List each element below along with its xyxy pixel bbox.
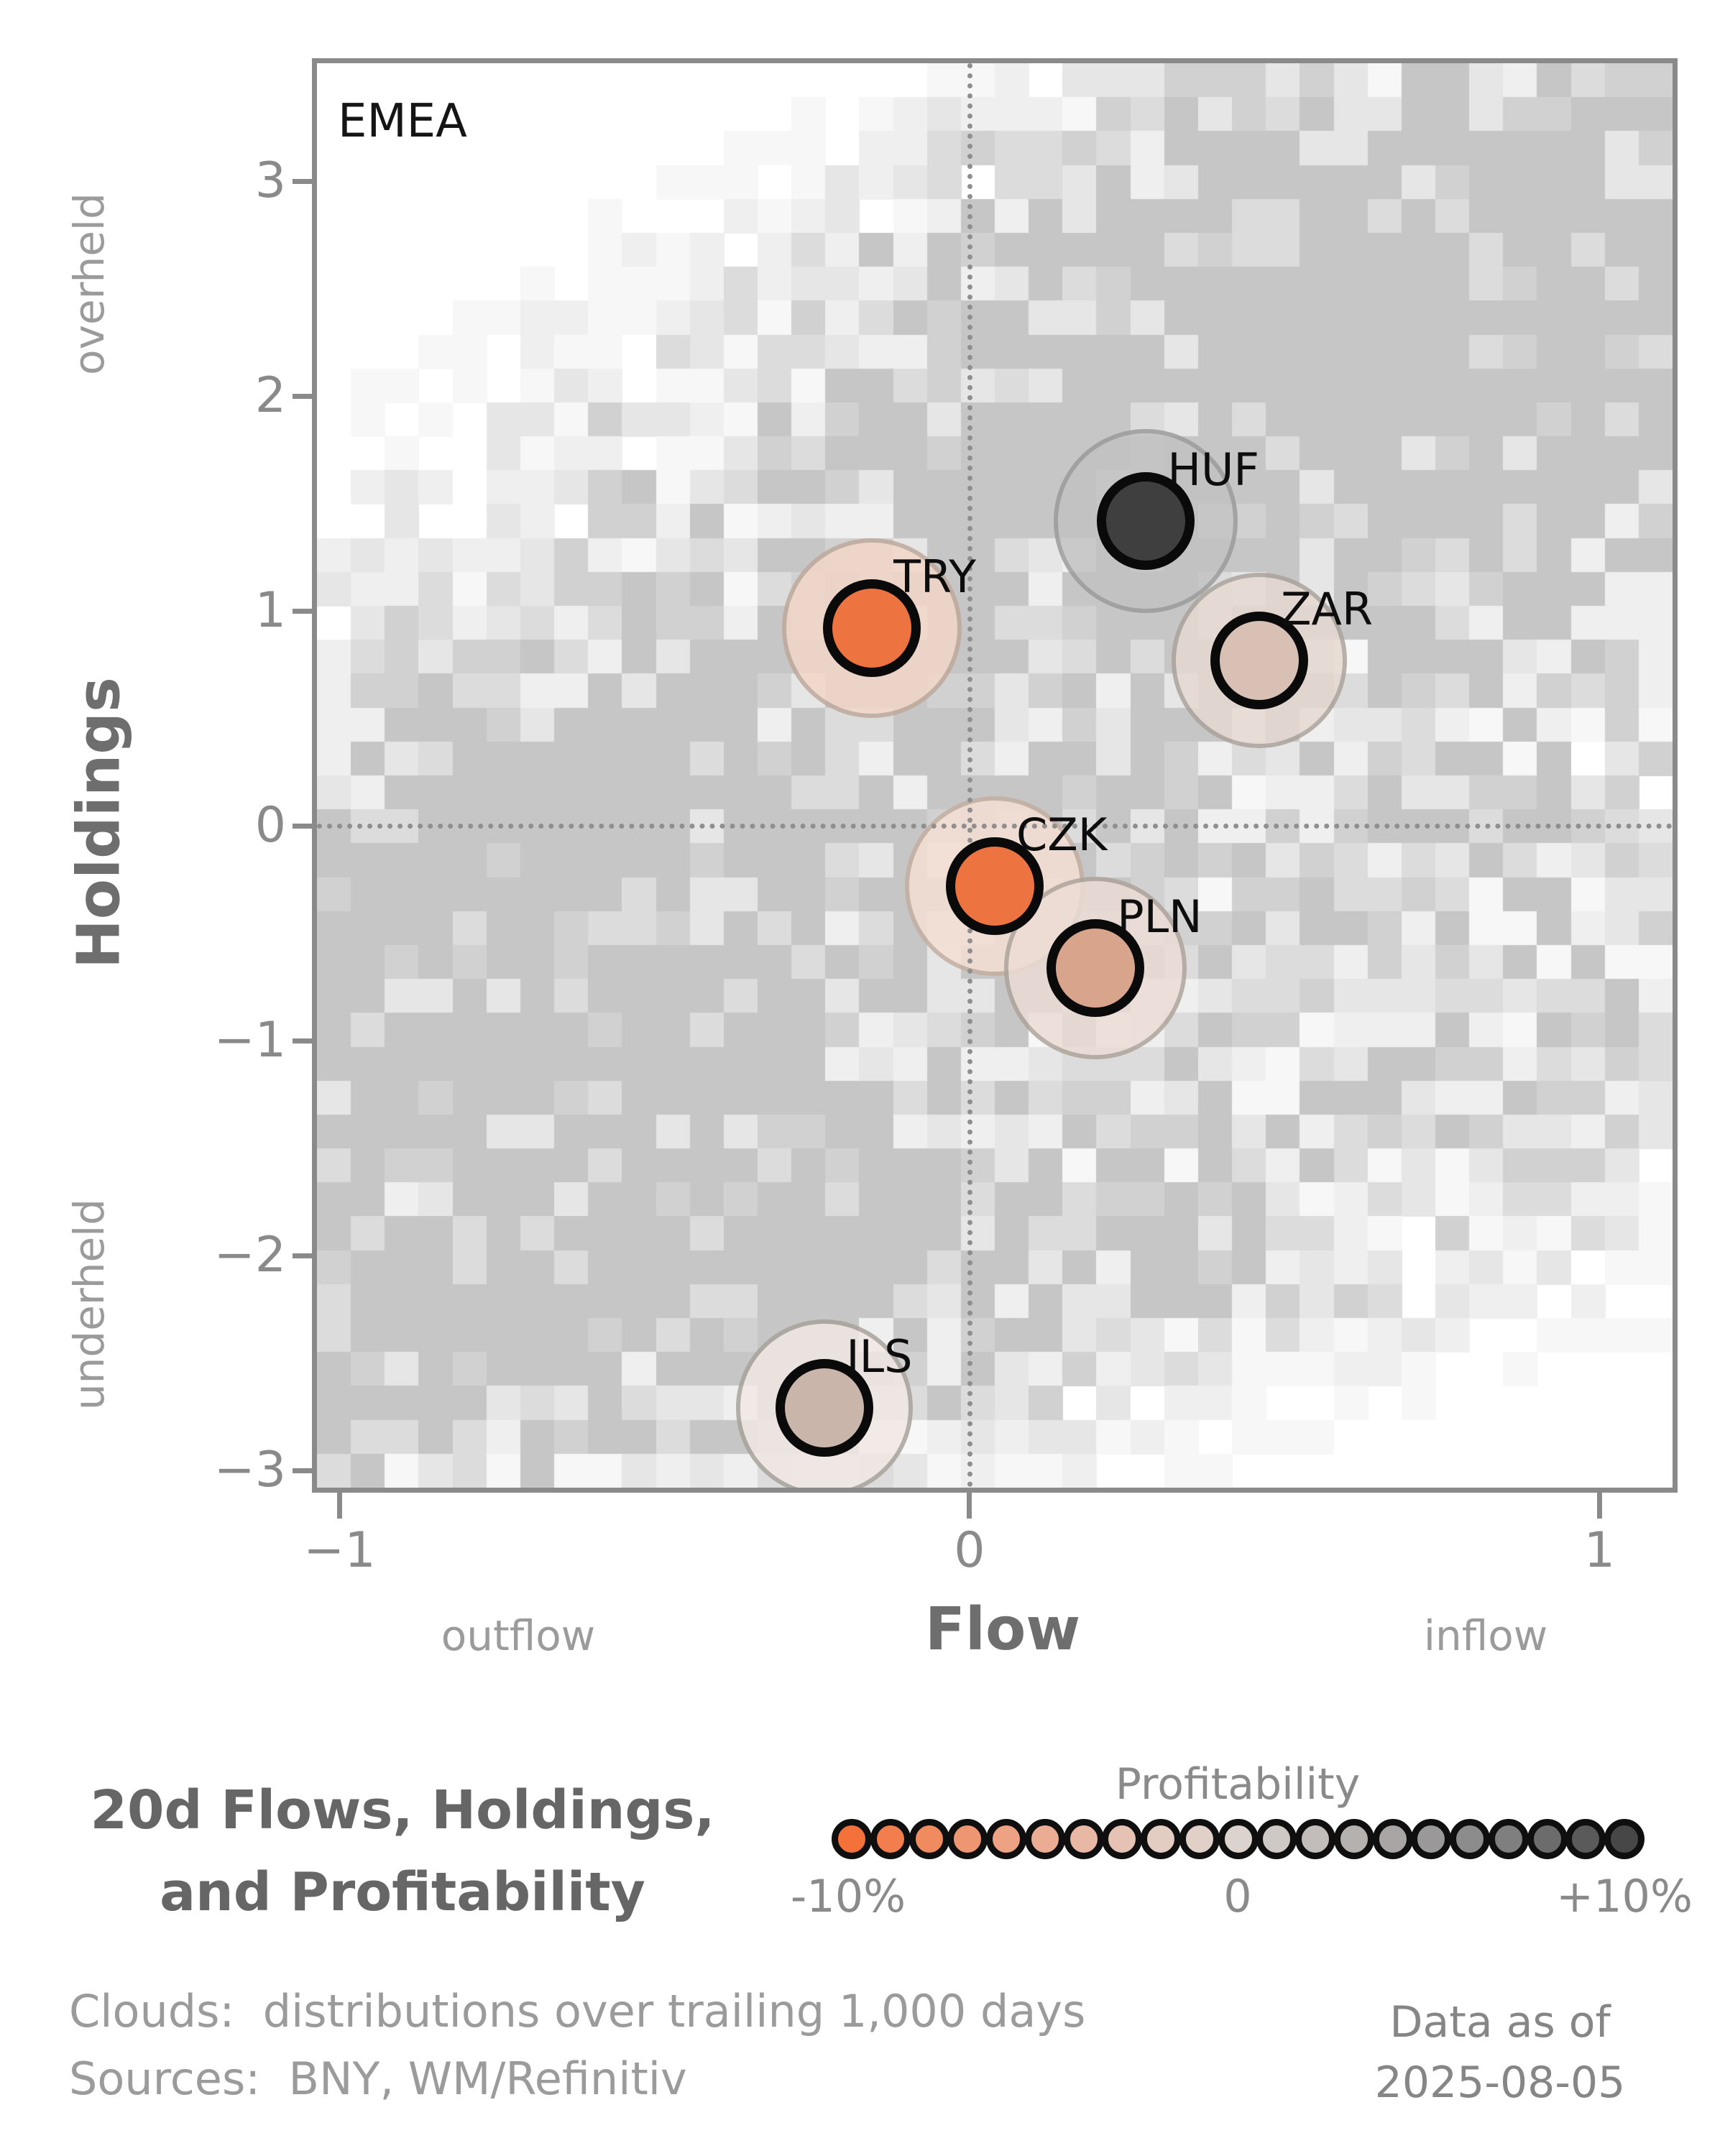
legend-dot-18 <box>1527 1819 1568 1859</box>
y-tick-−1 <box>293 1038 317 1044</box>
y-tick-2 <box>293 393 317 399</box>
y-tick-0 <box>293 823 317 829</box>
legend-min-label: -10% <box>790 1870 906 1922</box>
currency-marker-pln <box>1046 918 1145 1017</box>
legend-dot-3 <box>947 1819 988 1859</box>
legend-dot-12 <box>1295 1819 1335 1859</box>
y-axis-hint-underheld: underheld <box>65 1198 114 1411</box>
y-axis-title: Holdings <box>65 677 134 969</box>
legend-dot-20 <box>1604 1819 1644 1859</box>
x-tick-label-1: 1 <box>1583 1522 1615 1579</box>
legend-dot-15 <box>1411 1819 1452 1859</box>
legend-dot-4 <box>986 1819 1026 1859</box>
currency-label-czk: CZK <box>1016 808 1108 861</box>
legend-dot-7 <box>1102 1819 1143 1859</box>
x-tick-0 <box>967 1493 972 1519</box>
legend-dot-17 <box>1488 1819 1529 1859</box>
currency-label-try: TRY <box>893 550 976 604</box>
legend-max-label: +10% <box>1556 1870 1693 1922</box>
y-tick-label-2: 2 <box>254 367 286 425</box>
legend-dot-5 <box>1024 1819 1065 1859</box>
panel-label: EMEA <box>338 95 467 148</box>
x-axis-hint-inflow: inflow <box>1423 1611 1548 1660</box>
legend-dot-6 <box>1063 1819 1104 1859</box>
density-heatmap <box>317 63 1673 1488</box>
legend-dot-13 <box>1333 1819 1374 1859</box>
y-tick-label-3: 3 <box>254 152 286 210</box>
legend-dot-0 <box>832 1819 872 1859</box>
figure-title: 20d Flows, Holdings, and Profitability <box>43 1769 762 1933</box>
x-axis-title: Flow <box>924 1595 1081 1664</box>
asof-date: 2025-08-05 <box>1374 2058 1626 2108</box>
distribution-cloud-try <box>782 538 962 719</box>
currency-label-huf: HUF <box>1167 443 1259 496</box>
currency-label-ils: ILS <box>846 1330 913 1383</box>
legend-mid-label: 0 <box>1223 1870 1252 1922</box>
x-tick-1 <box>1596 1493 1602 1519</box>
figure-title-line2: and Profitability <box>160 1861 645 1923</box>
legend-dot-19 <box>1565 1819 1606 1859</box>
y-tick-label-−3: −3 <box>213 1442 286 1499</box>
x-axis-hint-outflow: outflow <box>441 1611 596 1660</box>
y-tick-3 <box>293 178 317 184</box>
legend-dot-8 <box>1141 1819 1181 1859</box>
y-tick-label-0: 0 <box>254 797 286 854</box>
footnote-clouds: Clouds: distributions over trailing 1,00… <box>69 1985 1086 2037</box>
y-tick-label-−1: −1 <box>213 1012 286 1069</box>
y-tick-−2 <box>293 1253 317 1258</box>
legend-dot-16 <box>1450 1819 1490 1859</box>
y-tick-label-−2: −2 <box>213 1227 286 1284</box>
currency-marker-czk <box>946 837 1044 935</box>
legend-dot-10 <box>1218 1819 1259 1859</box>
y-tick-label-1: 1 <box>254 582 286 640</box>
y-tick-−3 <box>293 1468 317 1473</box>
legend-dot-11 <box>1256 1819 1297 1859</box>
x-tick-−1 <box>337 1493 343 1519</box>
currency-label-pln: PLN <box>1117 890 1202 943</box>
y-tick-1 <box>293 608 317 614</box>
scatter-plot-area: TRY HUF ZAR CZK PLN ILS EMEA <box>317 63 1673 1488</box>
legend-dot-14 <box>1372 1819 1413 1859</box>
legend-dot-1 <box>870 1819 911 1859</box>
footnote-sources: Sources: BNY, WM/Refinitiv <box>69 2053 687 2105</box>
legend-title: Profitability <box>1115 1759 1361 1810</box>
y-axis-hint-overheld: overheld <box>65 193 114 375</box>
x-tick-label-0: 0 <box>954 1522 985 1579</box>
currency-label-zar: ZAR <box>1281 583 1374 636</box>
distribution-cloud-huf <box>1054 428 1238 613</box>
x-tick-label-−1: −1 <box>303 1522 376 1579</box>
zero-holdings-gridline <box>317 824 1673 829</box>
asof-label: Data as of <box>1389 1997 1611 2047</box>
zero-flow-gridline <box>967 63 972 1488</box>
figure-title-line1: 20d Flows, Holdings, <box>90 1779 715 1841</box>
legend-dot-2 <box>908 1819 949 1859</box>
legend-dot-9 <box>1179 1819 1220 1859</box>
